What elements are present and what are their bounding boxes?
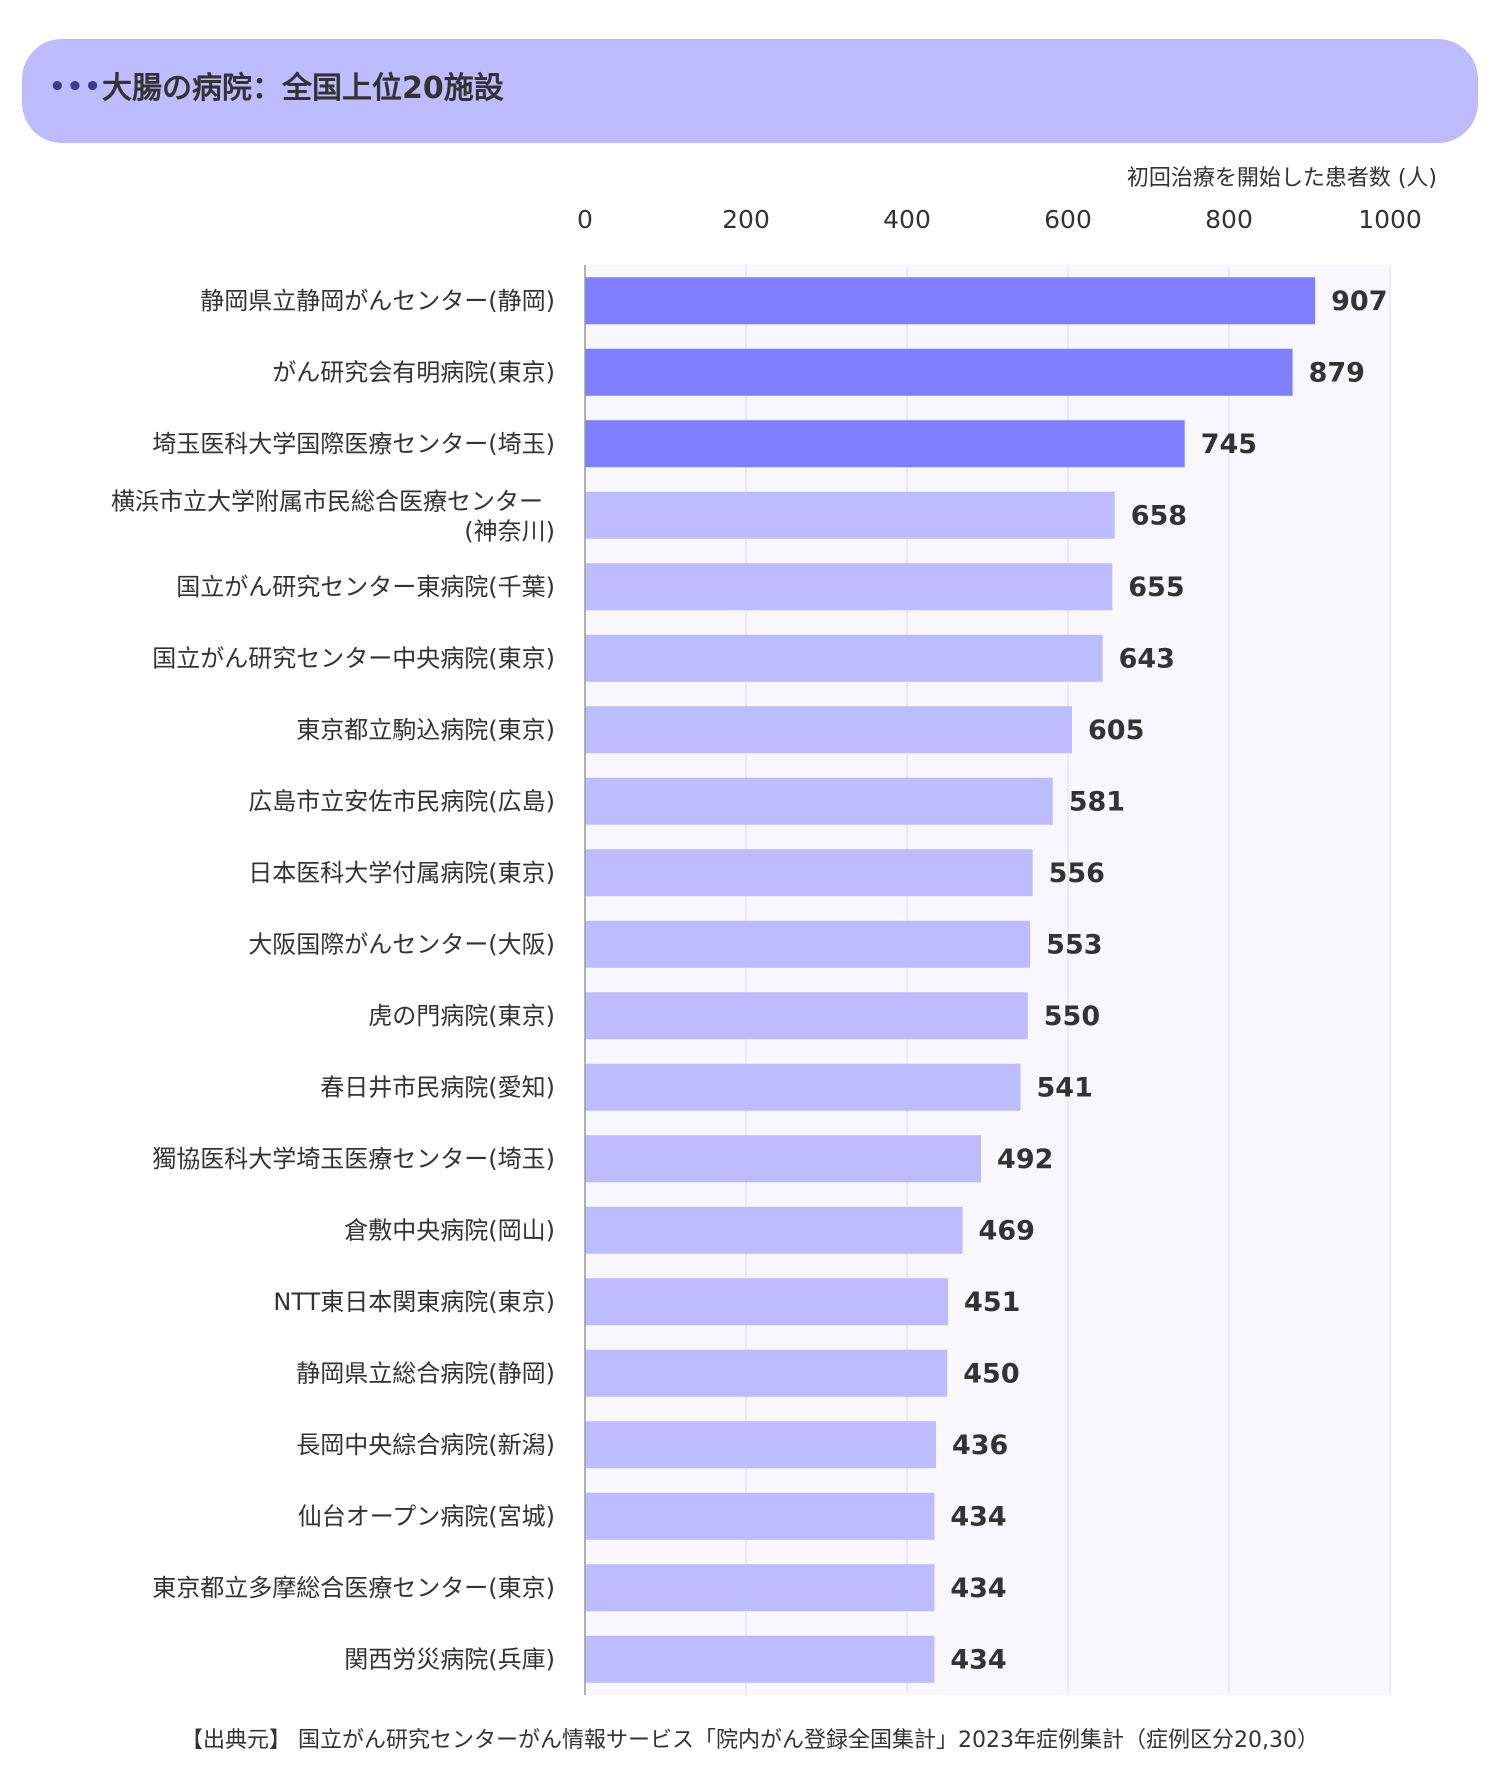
value-label: 434 xyxy=(950,1501,1006,1532)
bar-chart: 初回治療を開始した患者数 (人) 0 200 400 600 800 1000 静岡県立静… xyxy=(111,166,1437,1695)
bar xyxy=(585,634,1103,682)
bar xyxy=(585,849,1033,897)
category-label: 仙台オープン病院(宮城) xyxy=(298,1502,555,1530)
bar xyxy=(585,563,1113,611)
bar xyxy=(585,706,1073,754)
source-note: 【出典元】 国立がん研究センターがん情報サービス「院内がん登録全国集計」2023… xyxy=(181,1728,1319,1753)
category-label: 春日井市民病院(愛知) xyxy=(320,1073,555,1101)
bar xyxy=(585,920,1031,968)
x-tick-label: 0 xyxy=(577,205,593,234)
category-label: 東京都立駒込病院(東京) xyxy=(296,716,555,744)
bar xyxy=(585,992,1028,1040)
value-label: 605 xyxy=(1088,715,1144,746)
category-label: 獨協医科大学埼玉医療センター(埼玉) xyxy=(152,1145,555,1173)
x-tick-label: 200 xyxy=(722,205,770,234)
category-label: 日本医科大学付属病院(東京) xyxy=(248,859,555,887)
category-label: 静岡県立静岡がんセンター(静岡) xyxy=(200,287,555,315)
x-tick-label: 600 xyxy=(1044,205,1092,234)
bar xyxy=(585,1564,935,1612)
value-label: 550 xyxy=(1044,1001,1100,1032)
bar xyxy=(585,1421,936,1469)
category-label: 虎の門病院(東京) xyxy=(368,1002,555,1030)
value-label: 879 xyxy=(1309,357,1365,388)
category-labels: 静岡県立静岡がんセンター(静岡) がん研究会有明病院(東京) 埼玉医科大学国際医療セ… xyxy=(111,287,555,1674)
value-label: 541 xyxy=(1037,1072,1093,1103)
value-label: 643 xyxy=(1119,643,1175,674)
chart-title-banner: ••• 大腸の病院：全国上位20施設 xyxy=(22,39,1478,143)
x-tick-label: 400 xyxy=(883,205,931,234)
bar xyxy=(585,1278,949,1326)
chart-title: 大腸の病院：全国上位20施設 xyxy=(102,71,504,106)
category-label: がん研究会有明病院(東京) xyxy=(272,358,555,386)
value-label: 469 xyxy=(979,1215,1035,1246)
value-label: 450 xyxy=(963,1358,1019,1389)
x-tick-label: 800 xyxy=(1205,205,1253,234)
more-icon: ••• xyxy=(49,72,102,102)
bar xyxy=(585,1206,963,1254)
bar xyxy=(585,348,1293,396)
value-label: 658 xyxy=(1131,500,1187,531)
bar xyxy=(585,420,1185,468)
x-axis-label: 初回治療を開始した患者数 (人) xyxy=(1127,166,1437,191)
category-label: 国立がん研究センター中央病院(東京) xyxy=(152,644,555,672)
bar xyxy=(585,1349,948,1397)
value-label: 434 xyxy=(950,1573,1006,1604)
category-label: NTT東日本関東病院(東京) xyxy=(273,1288,555,1316)
bar xyxy=(585,1063,1021,1111)
category-label: 静岡県立総合病院(静岡) xyxy=(296,1359,555,1387)
category-label: 長岡中央綜合病院(新潟) xyxy=(296,1431,555,1459)
category-label: 東京都立多摩総合医療センター(東京) xyxy=(152,1574,555,1602)
value-label: 907 xyxy=(1331,286,1387,317)
value-label: 745 xyxy=(1201,429,1257,460)
category-label: 埼玉医科大学国際医療センター(埼玉) xyxy=(152,430,555,458)
category-label: 広島市立安佐市民病院(広島) xyxy=(248,787,555,815)
category-label: 倉敷中央病院(岡山) xyxy=(344,1216,555,1244)
value-label: 434 xyxy=(950,1644,1006,1675)
bar xyxy=(585,1135,982,1183)
bar xyxy=(585,777,1053,825)
value-label: 492 xyxy=(997,1144,1053,1175)
bar xyxy=(585,1492,935,1540)
x-tick-labels: 0 200 400 600 800 1000 xyxy=(577,205,1422,234)
bar xyxy=(585,491,1115,539)
plot-background xyxy=(585,265,1390,1695)
value-labels: 907 879 745 658 655 643 605 581 556 553 550 541 492 4… xyxy=(950,286,1387,1676)
x-tick-label: 1000 xyxy=(1358,205,1422,234)
bars xyxy=(585,277,1316,1683)
bar xyxy=(585,1635,935,1683)
category-label: 国立がん研究センター東病院(千葉) xyxy=(176,573,555,601)
bar xyxy=(585,277,1316,325)
value-label: 553 xyxy=(1046,929,1102,960)
value-label: 581 xyxy=(1069,786,1125,817)
category-label: 横浜市立大学附属市民総合医療センター(神奈川) xyxy=(111,487,555,545)
category-label: 関西労災病院(兵庫) xyxy=(344,1645,555,1673)
category-label: 大阪国際がんセンター(大阪) xyxy=(248,930,555,958)
value-label: 436 xyxy=(952,1430,1008,1461)
value-label: 655 xyxy=(1128,572,1184,603)
value-label: 451 xyxy=(964,1287,1020,1318)
value-label: 556 xyxy=(1049,858,1105,889)
